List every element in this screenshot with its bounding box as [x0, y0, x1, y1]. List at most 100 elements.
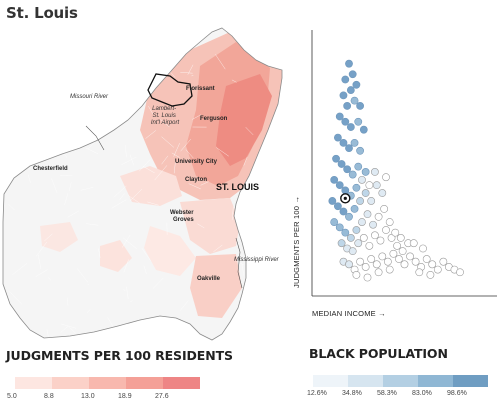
tract-boundary [76, 268, 89, 283]
tract-boundary [145, 130, 157, 139]
scatter-point [365, 241, 374, 250]
tract-boundary [265, 26, 271, 27]
legend-black-population-label: 12.6% [307, 390, 327, 397]
scatter-point [372, 181, 381, 190]
legend-black-population-swatch [313, 375, 348, 387]
tract-boundary [80, 187, 94, 191]
legend-black-population-swatch [453, 375, 488, 387]
tract-boundary [191, 114, 202, 120]
scatter-point [411, 257, 420, 266]
tract-boundary [169, 71, 176, 78]
tract-boundary [10, 132, 19, 139]
mississippi-river-line [235, 237, 243, 289]
legend-black-population-label: 98.6% [447, 390, 467, 397]
missouri-river-line [85, 125, 105, 151]
tract-boundary [129, 300, 133, 302]
tract-boundary [259, 184, 274, 189]
legend-black-population-swatch [418, 375, 453, 387]
scatter-point [369, 220, 377, 229]
scatter-point [346, 86, 355, 94]
scatter-point [358, 175, 366, 184]
tract-boundary [64, 193, 69, 205]
tract-boundary [126, 286, 129, 300]
scatter-point [393, 241, 401, 250]
scatter-point [341, 117, 350, 126]
tract-boundary [38, 121, 54, 126]
tract-boundary [179, 300, 189, 311]
scatter-point [382, 226, 390, 234]
legend-judgments-swatch [15, 377, 52, 389]
legend-judgments-label: 27.6 [155, 393, 169, 400]
tract-boundary [44, 233, 53, 242]
scatter-point [361, 168, 370, 176]
tract-boundary [147, 201, 159, 206]
scatter-point [345, 144, 353, 153]
scatter-point [456, 268, 464, 277]
tract-boundary [143, 265, 147, 274]
tract-boundary [161, 136, 175, 148]
tract-boundary [8, 203, 15, 211]
tract-boundary [128, 195, 140, 204]
tract-boundary [13, 142, 15, 158]
scatter-point [356, 257, 364, 266]
scatter-point [422, 255, 431, 263]
airport-line-3: Int'l Airport [151, 120, 180, 126]
scatter-point [367, 255, 376, 263]
tract-boundary [164, 51, 177, 58]
tract-boundary [148, 105, 154, 115]
tract-boundary [113, 185, 127, 198]
scatter-point [337, 160, 346, 168]
tract-boundary [12, 263, 28, 276]
tract-boundary [275, 270, 282, 279]
scatter-point [371, 231, 379, 240]
tract-boundary [173, 143, 180, 157]
tract-boundary [159, 119, 170, 128]
scatter-point [378, 252, 387, 261]
scatter-point [356, 102, 364, 110]
legend-black-population-swatches [313, 375, 488, 387]
tract-boundary [264, 297, 272, 303]
tract-boundary [119, 193, 125, 201]
legend-judgments-label: 18.9 [118, 393, 132, 400]
tract-boundary [143, 166, 155, 174]
legend-judgments-swatch [52, 377, 89, 389]
tract-boundary [104, 104, 111, 118]
legend-black-population-swatch [383, 375, 418, 387]
tract-boundary [171, 28, 187, 29]
tract-boundary [268, 213, 275, 219]
scatter-point [391, 228, 400, 237]
scatter-point [389, 249, 398, 258]
tract-boundary [98, 248, 101, 258]
tract-boundary [50, 41, 64, 57]
scatter-point [419, 244, 427, 253]
scatter-plot: JUDGMENTS PER 100 → MEDIAN INCOME → [292, 30, 497, 318]
tract-boundary [27, 174, 31, 183]
tract-boundary [174, 41, 179, 54]
legend-judgments-swatches [15, 377, 200, 389]
tract-boundary [125, 49, 140, 52]
tract-boundary [180, 138, 191, 152]
legend-judgments-heading: JUDGMENTS PER 100 RESIDENTS [6, 348, 233, 363]
scatter-point [398, 247, 407, 256]
webster-line-2: Groves [173, 217, 194, 223]
label-st-louis: ST. LOUIS [216, 182, 259, 192]
scatter-point [348, 247, 357, 256]
tract-boundary [200, 181, 209, 186]
tract-boundary [249, 238, 255, 246]
legend-black-population-label: 34.8% [342, 390, 362, 397]
legend-judgments-label: 5.0 [7, 393, 17, 400]
tract-boundary [231, 206, 234, 221]
tract-boundary [215, 54, 226, 70]
scatter-point [337, 239, 346, 248]
label-oakville: Oakville [197, 276, 221, 282]
tract-boundary [125, 145, 127, 158]
tract-boundary [129, 154, 134, 166]
scatter-point [339, 138, 348, 147]
tract-boundary [161, 155, 169, 165]
tract-boundary [35, 269, 48, 277]
scatter-point [376, 236, 385, 245]
tract-boundary [73, 127, 79, 138]
scatter-point [346, 234, 355, 242]
tract-boundary [267, 298, 277, 309]
scatter-point [334, 202, 342, 211]
